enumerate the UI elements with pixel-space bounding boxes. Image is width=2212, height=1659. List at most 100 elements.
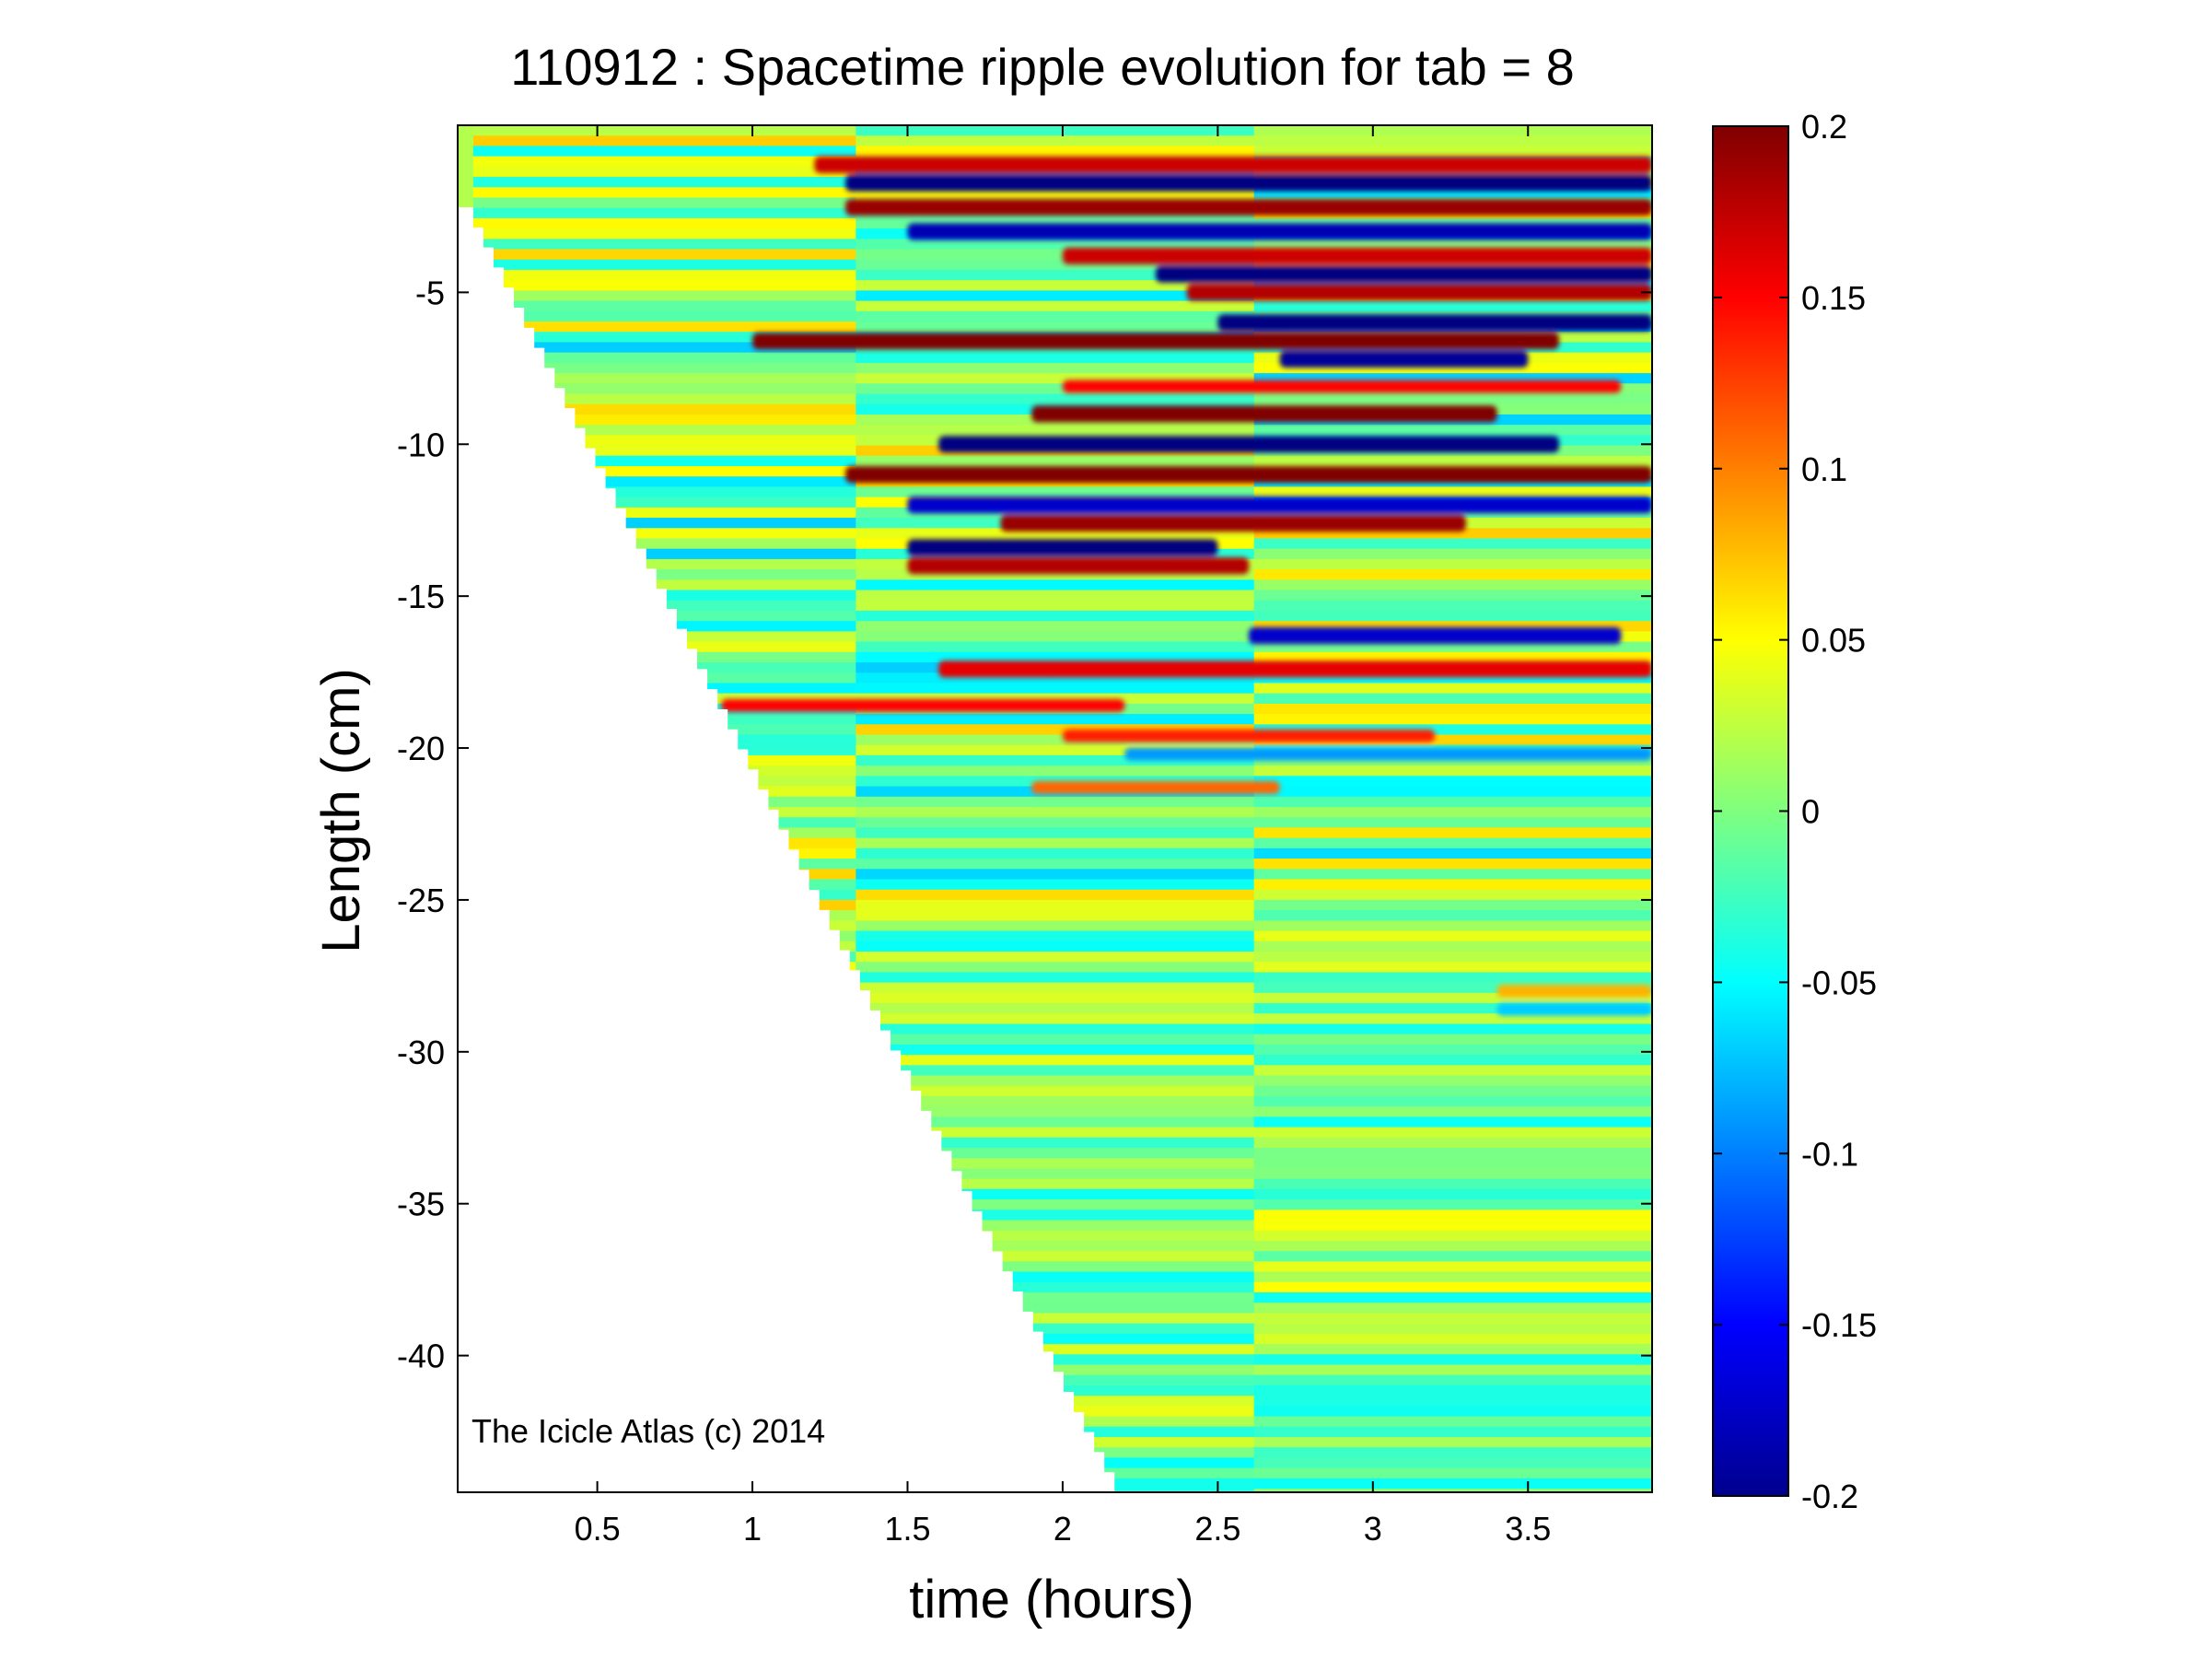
heatmap-cell <box>1253 1426 1652 1438</box>
ripple-band <box>907 223 1652 240</box>
ripple-band <box>938 660 1652 678</box>
heatmap-cell <box>856 930 1255 942</box>
heatmap-cell <box>856 827 1255 839</box>
heatmap-cell <box>856 125 1255 136</box>
heatmap-cell <box>856 1106 1255 1117</box>
heatmap-cell <box>856 1116 1255 1128</box>
heatmap-cell <box>856 879 1255 891</box>
heatmap-cell <box>856 1003 1255 1014</box>
heatmap-cell <box>458 290 857 302</box>
heatmap-cell <box>458 445 857 457</box>
heatmap-cell <box>856 972 1255 984</box>
heatmap-cell <box>1253 703 1652 715</box>
heatmap-cell <box>458 187 857 199</box>
ripple-band <box>1249 626 1622 645</box>
y-tick-label: -15 <box>397 578 445 615</box>
ripple-band <box>1000 514 1466 532</box>
heatmap-cell <box>1253 610 1652 622</box>
heatmap-cell <box>856 280 1255 291</box>
heatmap-cell <box>1253 879 1652 891</box>
heatmap-cell <box>856 1178 1255 1190</box>
plot-frame <box>457 124 1653 1493</box>
ripple-band <box>1031 780 1280 794</box>
heatmap-cell <box>1253 1168 1652 1180</box>
heatmap-cell <box>1253 724 1652 736</box>
heatmap-cell <box>856 1230 1255 1242</box>
heatmap-cell <box>856 1209 1255 1221</box>
heatmap-cell <box>1253 899 1652 911</box>
heatmap-cell <box>458 558 857 570</box>
heatmap-cell <box>458 383 857 395</box>
heatmap <box>458 125 1652 1492</box>
heatmap-cell <box>458 300 857 312</box>
heatmap-cell <box>856 734 1255 746</box>
heatmap-cell <box>856 1323 1255 1335</box>
heatmap-cell <box>856 899 1255 911</box>
heatmap-cell <box>1253 786 1652 798</box>
heatmap-cell <box>458 342 857 354</box>
heatmap-cell <box>1253 910 1652 921</box>
colorbar-tick-label: -0.15 <box>1801 1306 1877 1344</box>
y-axis: -5 -10 -15 -20 -25 -30 -35 -40 <box>397 274 1652 1375</box>
heatmap-cell <box>856 1313 1255 1325</box>
y-tick-label: -30 <box>397 1034 445 1071</box>
heatmap-cell <box>856 744 1255 756</box>
colorbar <box>1712 125 1789 1497</box>
heatmap-cell <box>856 724 1255 736</box>
ripple-band <box>1496 984 1652 998</box>
heatmap-cell <box>458 228 857 240</box>
heatmap-cell <box>856 579 1255 591</box>
ripple-band <box>1186 284 1652 301</box>
heatmap-cell <box>458 569 857 580</box>
ripple-band <box>938 436 1559 453</box>
heatmap-cell <box>856 847 1255 859</box>
heatmap-cell <box>856 486 1255 498</box>
heatmap-cell <box>1253 1406 1652 1418</box>
heatmap-cell <box>856 1344 1255 1355</box>
heatmap-cell <box>856 1127 1255 1139</box>
heatmap-cell <box>856 590 1255 602</box>
heatmap-cell <box>1253 1323 1652 1335</box>
heatmap-cell <box>856 651 1255 663</box>
ripple-band <box>1031 405 1497 423</box>
heatmap-cell <box>1253 930 1652 942</box>
heatmap-cell <box>458 476 857 488</box>
heatmap-cell <box>458 125 857 136</box>
heatmap-cell <box>1253 1106 1652 1117</box>
colorbar-tick-label: -0.1 <box>1801 1135 1858 1173</box>
heatmap-cell <box>1253 1055 1652 1066</box>
heatmap-cell <box>458 435 857 447</box>
ripple-band <box>1217 314 1652 332</box>
heatmap-cell <box>458 373 857 384</box>
heatmap-cell <box>856 1188 1255 1200</box>
heatmap-cell <box>856 1055 1255 1066</box>
heatmap-cell <box>856 910 1255 921</box>
heatmap-cell <box>1253 1220 1652 1232</box>
y-tick-label: -10 <box>397 426 445 463</box>
heatmap-cell <box>856 1199 1255 1210</box>
heatmap-cell <box>856 321 1255 333</box>
heatmap-cell <box>1253 1457 1652 1469</box>
heatmap-cell <box>458 239 857 251</box>
x-axis: 0.5 1 1.5 2 2.5 3 3.5 <box>575 125 1551 1548</box>
heatmap-cell <box>1253 455 1652 467</box>
heatmap-cell <box>856 672 1255 684</box>
y-tick-label: -35 <box>397 1186 445 1223</box>
heatmap-cell <box>856 373 1255 384</box>
x-tick-label: 0.5 <box>575 1510 621 1548</box>
heatmap-cell <box>856 1251 1255 1262</box>
heatmap-cell <box>458 528 857 540</box>
heatmap-cell <box>458 217 857 229</box>
heatmap-cell <box>1253 1416 1652 1428</box>
heatmap-cell <box>856 528 1255 540</box>
heatmap-cell <box>856 1354 1255 1366</box>
x-tick-label: 2.5 <box>1194 1510 1240 1548</box>
heatmap-cell <box>458 280 857 291</box>
heatmap-cell <box>458 135 857 147</box>
heatmap-cell <box>1253 1188 1652 1200</box>
heatmap-cell <box>1253 1075 1652 1087</box>
heatmap-cell <box>1253 569 1652 580</box>
heatmap-cell <box>1253 962 1652 974</box>
heatmap-cell <box>458 332 857 344</box>
